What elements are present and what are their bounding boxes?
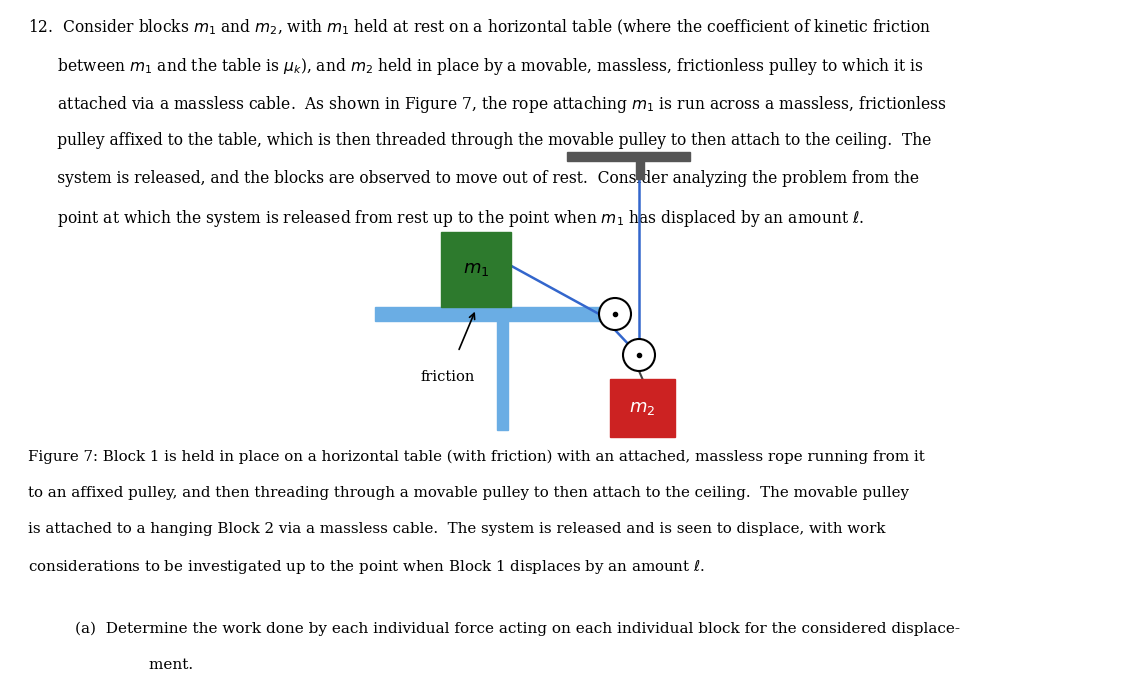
Bar	[441, 232, 511, 307]
Text: is attached to a hanging Block 2 via a massless cable.  The system is released a: is attached to a hanging Block 2 via a m…	[28, 522, 886, 536]
Circle shape	[599, 298, 631, 330]
Text: attached via a massless cable.  As shown in Figure 7, the rope attaching $m_1$ i: attached via a massless cable. As shown …	[28, 94, 947, 115]
Bar	[567, 152, 690, 161]
Text: to an affixed pulley, and then threading through a movable pulley to then attach: to an affixed pulley, and then threading…	[28, 486, 909, 500]
Text: Figure 7: Block 1 is held in place on a horizontal table (with friction) with an: Figure 7: Block 1 is held in place on a …	[28, 450, 924, 464]
Text: friction: friction	[421, 370, 475, 384]
Text: $m_1$: $m_1$	[463, 261, 490, 278]
Text: point at which the system is released from rest up to the point when $m_1$ has d: point at which the system is released fr…	[28, 208, 865, 229]
Bar	[496, 321, 508, 430]
Text: (a)  Determine the work done by each individual force acting on each individual : (a) Determine the work done by each indi…	[75, 622, 960, 636]
Text: considerations to be investigated up to the point when Block 1 displaces by an a: considerations to be investigated up to …	[28, 558, 705, 576]
Bar	[610, 379, 675, 437]
Text: 12.  Consider blocks $m_1$ and $m_2$, with $m_1$ held at rest on a horizontal ta: 12. Consider blocks $m_1$ and $m_2$, wit…	[28, 18, 931, 37]
Text: ment.: ment.	[110, 658, 193, 672]
Text: system is released, and the blocks are observed to move out of rest.  Consider a: system is released, and the blocks are o…	[28, 170, 919, 187]
Bar	[636, 161, 643, 179]
Text: $m_2$: $m_2$	[629, 399, 656, 417]
Text: between $m_1$ and the table is $\mu_k$), and $m_2$ held in place by a movable, m: between $m_1$ and the table is $\mu_k$),…	[28, 56, 924, 77]
Bar	[375, 307, 624, 321]
Circle shape	[623, 339, 655, 371]
Text: pulley affixed to the table, which is then threaded through the movable pulley t: pulley affixed to the table, which is th…	[28, 132, 931, 149]
